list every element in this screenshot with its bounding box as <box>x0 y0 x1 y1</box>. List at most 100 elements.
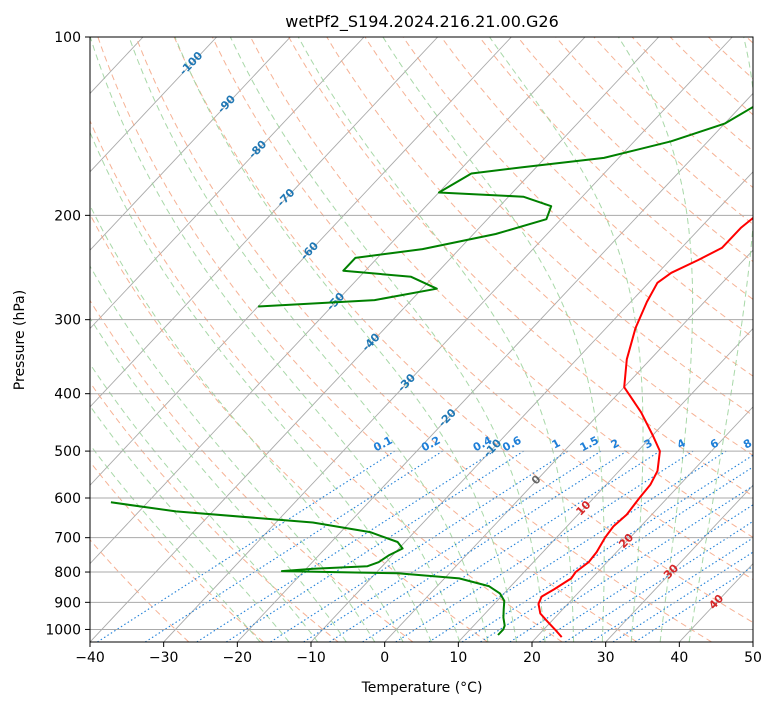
mixing-ratio-label: 3 <box>642 436 655 451</box>
dry-adiabat <box>211 37 753 581</box>
dry-adiabat <box>555 37 753 225</box>
isotherm-line <box>679 562 753 642</box>
isotherm-line <box>90 37 512 486</box>
mixing-ratio-label: 4 <box>675 436 688 451</box>
moist-adiabat <box>617 37 694 642</box>
dry-adiabat <box>669 37 753 116</box>
moist-adiabat <box>90 444 261 642</box>
moist-adiabat <box>90 37 461 642</box>
x-axis-label: Temperature (°C) <box>361 680 483 696</box>
x-tick-label: −10 <box>296 650 326 666</box>
dry-adiabat <box>90 299 414 642</box>
dry-adiabat <box>631 37 753 152</box>
mixing-ratio-line <box>303 450 602 642</box>
mixing-ratio-line <box>144 450 443 642</box>
dry-adiabat <box>250 37 753 538</box>
x-tick-label: 10 <box>449 650 467 666</box>
mixing-ratio-line <box>270 450 569 642</box>
y-tick-label: 100 <box>54 30 81 46</box>
moist-adiabat <box>128 37 489 642</box>
plot-frame <box>89 36 754 643</box>
x-tick-label: 0 <box>380 650 389 666</box>
mixing-ratio-line <box>480 466 753 642</box>
moist-adiabat <box>382 37 605 642</box>
isotherm-line <box>163 37 733 642</box>
chart-title: wetPf2_S194.2024.216.21.00.G26 <box>285 12 559 32</box>
dry-adiabat <box>708 37 753 80</box>
dry-adiabat <box>364 37 753 417</box>
mixing-ratio-line <box>97 450 395 642</box>
isotherm-line <box>237 92 753 642</box>
dry-adiabat <box>90 213 488 642</box>
dry-adiabat <box>440 37 753 339</box>
dry-adiabat <box>288 37 753 497</box>
x-tick-label: 30 <box>597 650 615 666</box>
x-tick-label: −30 <box>149 650 179 666</box>
x-tick-label: −40 <box>75 650 105 666</box>
mixing-ratio-line <box>196 450 495 642</box>
mixing-ratio-line <box>362 450 661 642</box>
isotherm-line <box>90 37 439 408</box>
isotherm-line <box>90 37 365 330</box>
x-tick-label: −20 <box>223 650 253 666</box>
y-axis-ticks: 100 200 300 400 500 600 700 800 900 1000 <box>45 30 90 638</box>
mixing-ratio-line <box>329 450 628 642</box>
moist-adiabat <box>90 265 376 642</box>
y-axis-label: Pressure (hPa) <box>12 290 28 390</box>
isotherm-line <box>90 37 291 251</box>
mixing-ratio-label: 10 <box>756 435 775 454</box>
isotherm-line <box>310 171 753 642</box>
isotherm-line <box>531 406 753 642</box>
isotherm-line <box>90 37 660 642</box>
dry-adiabat <box>402 37 753 377</box>
moist-adiabat <box>688 37 753 642</box>
isotherm-line <box>458 327 753 642</box>
dry-adiabat <box>479 37 753 300</box>
moist-adiabat <box>90 363 319 642</box>
dry-adiabat <box>90 381 339 642</box>
moist-adiabat <box>174 37 517 642</box>
y-tick-label: 1000 <box>45 622 81 638</box>
dry-adiabats <box>90 37 753 642</box>
moist-adiabat <box>297 37 575 642</box>
x-tick-label: 50 <box>744 650 762 666</box>
moist-adiabat <box>90 204 404 642</box>
y-tick-label: 900 <box>54 595 81 611</box>
dewpoint_upper-line <box>258 105 753 308</box>
plot-area: -100-90-80-70-60-50-40-30-20-10010203040… <box>90 37 775 642</box>
mixing-ratio-line <box>590 537 753 642</box>
dry-adiabat <box>593 37 753 189</box>
pressure-grid <box>90 37 753 630</box>
mixing-ratio-label: 2 <box>609 436 622 451</box>
y-tick-label: 400 <box>54 387 81 403</box>
isotherm-line <box>605 484 753 642</box>
temperature-line <box>537 216 753 638</box>
y-tick-label: 200 <box>54 208 81 224</box>
mixing-ratio-line <box>612 551 753 642</box>
dry-adiabat <box>517 37 753 263</box>
isotherm-line <box>752 641 753 642</box>
dry-adiabat <box>90 539 190 642</box>
y-tick-label: 300 <box>54 313 81 329</box>
dry-adiabat <box>173 37 753 624</box>
x-axis-ticks: −40 −30 −20 −10 0 10 20 30 40 50 <box>75 642 762 666</box>
moist-adiabat <box>90 405 290 642</box>
mixing-ratio-line <box>428 450 727 642</box>
dry-adiabat <box>326 37 753 456</box>
isotherm-grid <box>90 37 753 642</box>
mixing-ratio-line <box>461 454 753 642</box>
y-tick-label: 600 <box>54 491 81 507</box>
dry-adiabat <box>135 37 712 642</box>
moist-adiabat <box>489 37 644 642</box>
x-tick-label: 20 <box>523 650 541 666</box>
isotherm-line <box>90 37 586 565</box>
moist-adiabat <box>90 131 432 642</box>
mixing-ratio-label: 6 <box>708 436 721 451</box>
profile-series <box>110 105 753 638</box>
x-tick-label: 40 <box>670 650 688 666</box>
mixing-ratio-label: 8 <box>741 436 754 451</box>
moist-adiabat <box>90 317 347 642</box>
dry-adiabat <box>90 119 563 642</box>
dry-adiabat <box>746 37 753 44</box>
